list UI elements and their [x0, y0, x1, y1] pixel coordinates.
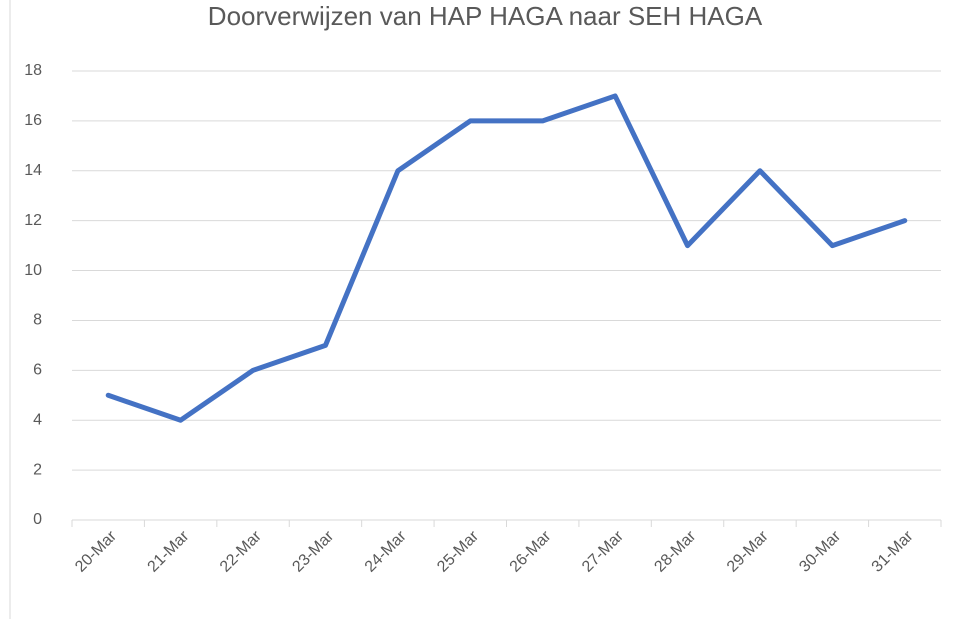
chart-title: Doorverwijzen van HAP HAGA naar SEH HAGA: [208, 1, 763, 31]
x-tick-label: 26-Mar: [507, 527, 555, 575]
x-tick-label: 21-Mar: [145, 527, 193, 575]
x-tick-label: 23-Mar: [289, 527, 337, 575]
y-tick-label: 18: [24, 62, 42, 79]
y-tick-label: 8: [33, 312, 42, 329]
x-tick-label: 29-Mar: [724, 527, 772, 575]
y-tick-label: 4: [33, 411, 42, 428]
x-tick-label: 27-Mar: [579, 527, 627, 575]
x-tick-label: 20-Mar: [72, 527, 120, 575]
x-tick-label: 30-Mar: [796, 527, 844, 575]
y-tick-label: 0: [33, 511, 42, 528]
y-tick-label: 14: [24, 162, 42, 179]
y-tick-label: 16: [24, 112, 42, 129]
data-line: [105, 93, 908, 423]
x-tick-label: 22-Mar: [217, 527, 265, 575]
x-tick-label: 31-Mar: [869, 527, 917, 575]
x-tick-label: 28-Mar: [651, 527, 699, 575]
y-tick-label: 2: [33, 461, 42, 478]
y-tick-label: 6: [33, 362, 42, 379]
x-tick-label: 25-Mar: [434, 527, 482, 575]
y-tick-label: 12: [24, 212, 42, 229]
x-tick-label: 24-Mar: [362, 527, 410, 575]
y-tick-label: 10: [24, 262, 42, 279]
